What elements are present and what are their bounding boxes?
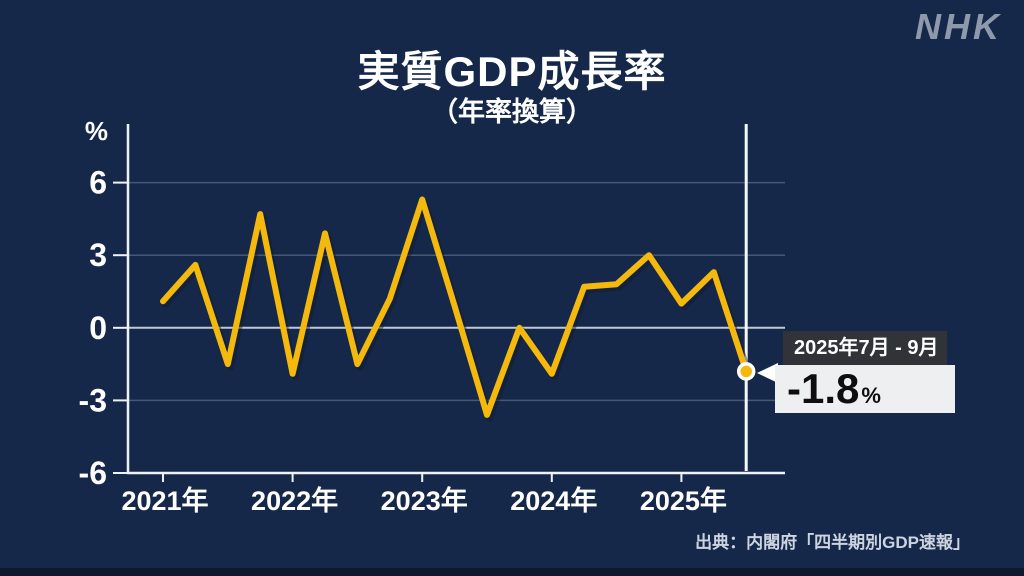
x-tick-labels: 2021年 2022年 2023年 2024年 2025年 [121,485,726,516]
svg-text:2025年: 2025年 [640,485,727,516]
callout-value-unit: % [861,383,881,408]
svg-text:2021年: 2021年 [121,485,208,516]
svg-text:0: 0 [89,310,107,346]
svg-text:2022年: 2022年 [251,485,338,516]
nhk-logo: NHK [915,6,1002,47]
chart-title: 実質GDP成長率 [357,48,667,95]
x-axis-ticks [162,473,683,482]
highlight-dot [736,362,756,381]
svg-text:-6: -6 [79,455,107,491]
callout-period: 2025年7月 - 9月 [783,331,947,365]
callout-pointer [757,363,778,383]
svg-text:2024年: 2024年 [510,485,597,516]
svg-text:3: 3 [89,237,107,273]
gridlines [128,181,785,402]
gdp-line [160,196,750,418]
callout-value-number: -1.8 [787,365,860,412]
svg-text:-3: -3 [79,382,107,418]
svg-text:6: 6 [89,165,107,201]
y-tick-labels: 6 3 0 -3 -6 [79,165,107,491]
source-credit: 出典：内閣府「四半期別GDP速報」 [695,533,970,552]
callout-value: -1.8% [775,365,955,413]
y-axis-unit-label: % [85,116,108,146]
axes [126,124,785,475]
bottom-edge-shade [0,568,1024,576]
y-axis-ticks [113,181,127,474]
chart-subtitle: （年率換算） [431,97,593,127]
svg-text:2023年: 2023年 [381,485,468,516]
